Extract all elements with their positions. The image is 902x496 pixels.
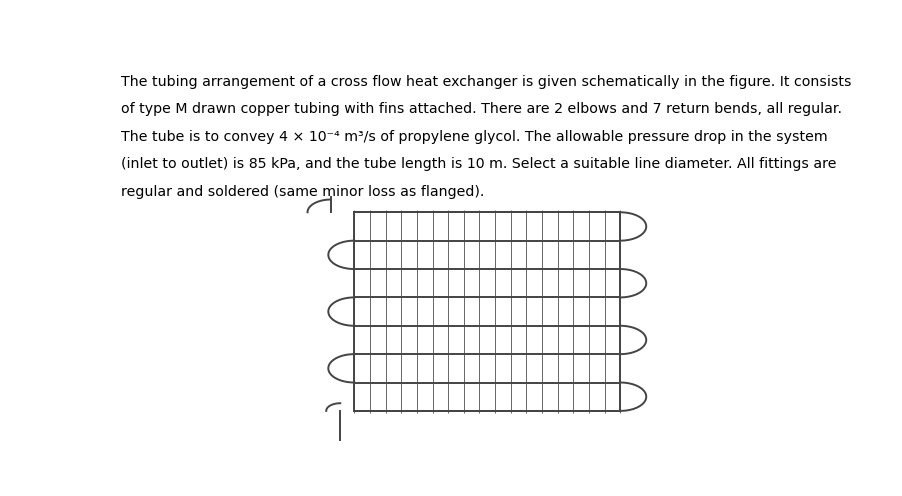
Text: regular and soldered (same minor loss as flanged).: regular and soldered (same minor loss as… bbox=[121, 185, 484, 199]
Text: of type M drawn copper tubing with fins attached. There are 2 elbows and 7 retur: of type M drawn copper tubing with fins … bbox=[121, 102, 842, 116]
Text: The tube is to convey 4 × 10⁻⁴ m³/s of propylene glycol. The allowable pressure : The tube is to convey 4 × 10⁻⁴ m³/s of p… bbox=[121, 130, 827, 144]
Text: The tubing arrangement of a cross flow heat exchanger is given schematically in : The tubing arrangement of a cross flow h… bbox=[121, 75, 851, 89]
Text: (inlet to outlet) is 85 kPa, and the tube length is 10 m. Select a suitable line: (inlet to outlet) is 85 kPa, and the tub… bbox=[121, 157, 836, 171]
